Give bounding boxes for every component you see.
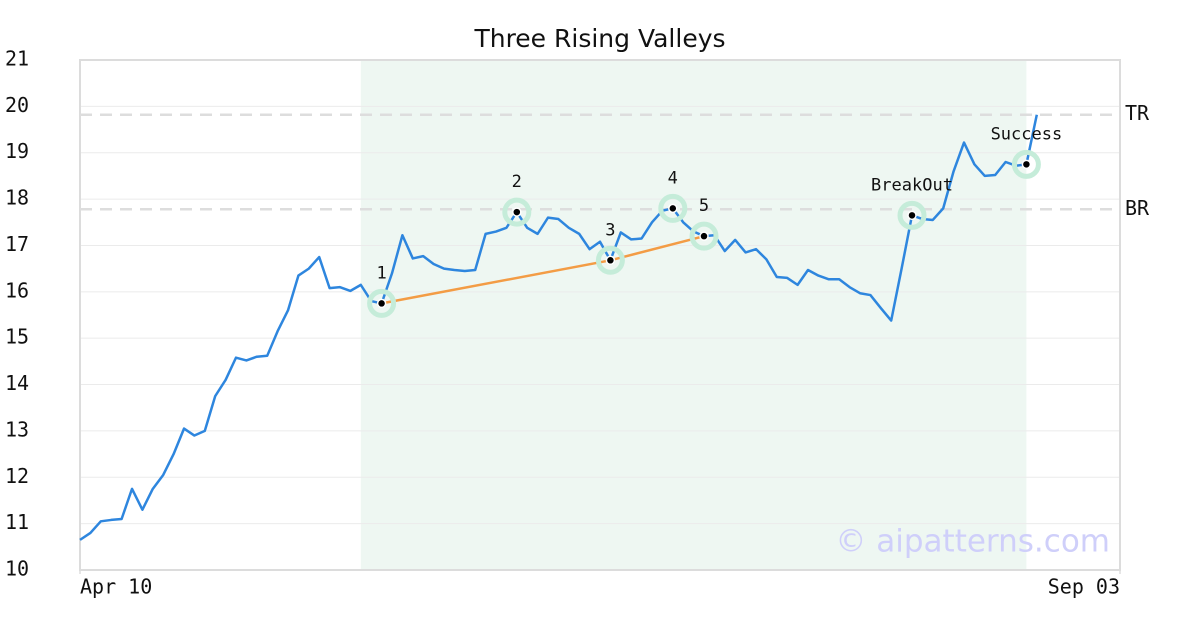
- y-tick-label: 17: [5, 232, 29, 256]
- point-halo: [689, 221, 719, 251]
- y-tick-label: 21: [5, 47, 29, 71]
- highlight-region: [360, 60, 1027, 570]
- point-dot: [907, 210, 917, 221]
- x-tick-label: Apr 10: [80, 575, 152, 599]
- point-label: 4: [668, 168, 678, 188]
- plot-frame: [79, 59, 1121, 571]
- y-tick-label: 12: [5, 464, 29, 488]
- point-label: 2: [512, 172, 522, 192]
- level-label: BR: [1125, 196, 1150, 220]
- y-tick-label: 13: [5, 417, 29, 441]
- y-tick-label: 11: [5, 510, 29, 534]
- y-tick-label: 20: [5, 93, 29, 117]
- point-label: 1: [376, 263, 386, 283]
- point-halo: [502, 197, 532, 227]
- point-label: 5: [699, 196, 709, 216]
- point-label: Success: [991, 124, 1063, 144]
- point-dot: [699, 231, 709, 241]
- x-tick-label: Sep 03: [1048, 575, 1120, 599]
- y-tick-label: 10: [5, 557, 29, 581]
- y-tick-label: 14: [5, 371, 29, 395]
- level-label: TR: [1125, 101, 1150, 125]
- y-tick-label: 19: [5, 139, 29, 163]
- point-label: 3: [605, 220, 615, 240]
- point-dot: [376, 298, 387, 309]
- point-halo: [595, 245, 625, 275]
- chart-title: Three Rising Valleys: [473, 24, 725, 53]
- y-tick-label: 16: [5, 278, 29, 302]
- watermark: © aipatterns.com: [835, 524, 1110, 560]
- point-halo: [1011, 149, 1041, 179]
- point-dot: [512, 207, 522, 217]
- point-dot: [668, 203, 678, 214]
- point-halo: [658, 193, 688, 223]
- price-line: [79, 114, 1039, 541]
- point-halo: [897, 200, 927, 230]
- y-tick-label: 18: [5, 186, 29, 210]
- point-halo: [367, 288, 397, 318]
- point-label: BreakOut: [871, 175, 953, 195]
- y-tick-label: 15: [5, 325, 29, 349]
- point-dot: [605, 255, 616, 266]
- point-dot: [1021, 159, 1032, 170]
